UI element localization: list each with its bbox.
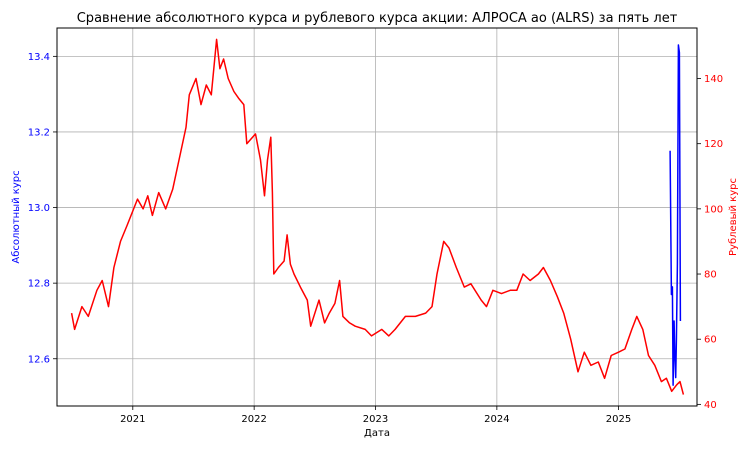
series-layer <box>70 38 685 395</box>
chart-title: Сравнение абсолютного курса и рублевого … <box>77 11 678 26</box>
right-axis-label: Рублевый курс <box>728 178 739 256</box>
right-y-tick-label: 60 <box>704 335 717 346</box>
grid <box>57 28 697 406</box>
left-y-tick-label: 13.4 <box>28 52 50 63</box>
x-tick-label: 2023 <box>363 414 388 425</box>
x-axis-label: Дата <box>364 428 390 439</box>
right-y-tick-label: 120 <box>704 139 723 150</box>
ruble-price-line <box>70 38 685 395</box>
axis-ticks: 2021 2022 2023 2024 2025 12.6 12.8 13.0 13.2 13.4… <box>28 52 723 425</box>
x-tick-label: 2022 <box>241 414 266 425</box>
x-tick-label: 2025 <box>606 414 631 425</box>
right-y-tick-label: 40 <box>704 400 717 411</box>
left-y-tick-label: 12.6 <box>28 354 50 365</box>
left-y-tick-label: 13.2 <box>28 127 50 138</box>
x-tick-label: 2024 <box>484 414 509 425</box>
x-tick-label: 2021 <box>120 414 145 425</box>
left-y-tick-label: 12.8 <box>28 279 50 290</box>
left-axis-label: Абсолютный курс <box>11 170 22 263</box>
left-y-tick-label: 13.0 <box>28 203 50 214</box>
right-y-tick-label: 80 <box>704 270 717 281</box>
plot-frame <box>56 27 698 407</box>
right-y-tick-label: 100 <box>704 204 723 215</box>
absolute-price-line <box>669 44 682 386</box>
right-y-tick-label: 140 <box>704 74 723 85</box>
